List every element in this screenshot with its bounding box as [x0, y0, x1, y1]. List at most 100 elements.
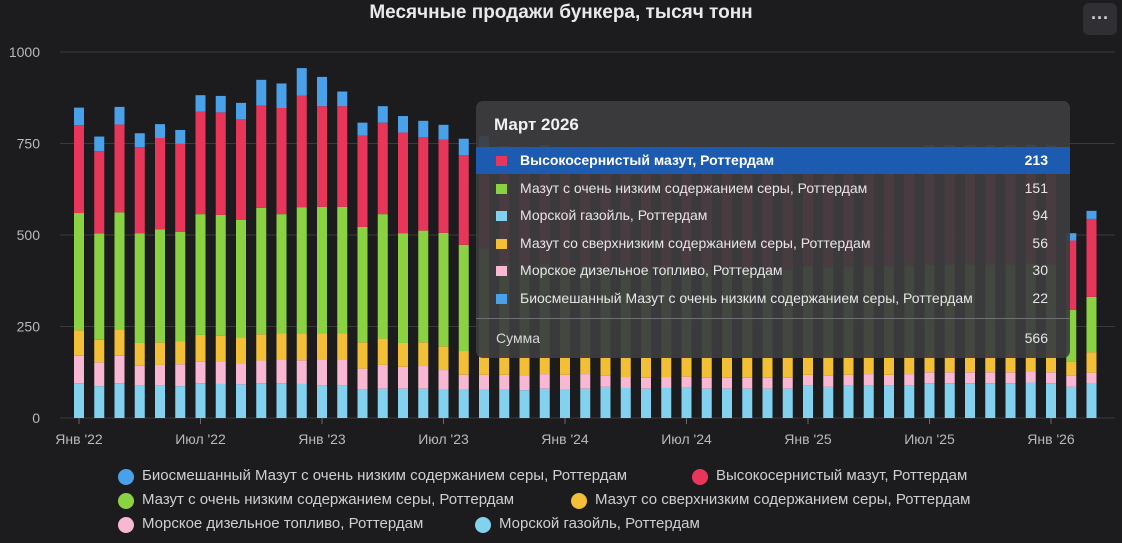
bar-segment-ulsfo[interactable] [236, 337, 246, 364]
bar-segment-gasoil[interactable] [965, 383, 975, 418]
bar-segment-diesel[interactable] [195, 361, 206, 384]
bar-segment-ulsfo[interactable] [600, 355, 611, 376]
bar-segment-gasoil[interactable] [195, 383, 206, 418]
bar-segment-ulsfo[interactable] [215, 335, 226, 363]
bar-segment-bio[interactable] [1086, 210, 1097, 219]
bar-segment-ulsfo[interactable] [641, 357, 651, 378]
bar-segment-ulsfo[interactable] [1086, 352, 1097, 373]
bar-segment-diesel[interactable] [276, 359, 287, 384]
bar-segment-diesel[interactable] [904, 374, 915, 386]
bar-segment-diesel[interactable] [722, 377, 732, 389]
bar-segment-gasoil[interactable] [236, 384, 246, 418]
bar-segment-bio[interactable] [175, 129, 186, 144]
bar-segment-gasoil[interactable] [438, 389, 449, 418]
bar-segment-ulsfo[interactable] [458, 351, 469, 375]
bar-segment-vlsfo[interactable] [195, 214, 206, 335]
bar-segment-bio[interactable] [438, 124, 449, 140]
bar-segment-high_sulfur[interactable] [418, 137, 429, 231]
bar-segment-high_sulfur[interactable] [1086, 218, 1097, 297]
bar-segment-diesel[interactable] [256, 360, 267, 384]
bar-segment-gasoil[interactable] [904, 385, 915, 418]
bar-segment-bio[interactable] [215, 95, 226, 113]
bar-segment-high_sulfur[interactable] [256, 105, 267, 208]
bar-segment-gasoil[interactable] [863, 385, 874, 418]
bar-segment-high_sulfur[interactable] [317, 106, 327, 207]
bar-segment-high_sulfur[interactable] [357, 135, 368, 227]
bar-segment-diesel[interactable] [600, 375, 611, 387]
bar-segment-high_sulfur[interactable] [215, 112, 226, 215]
bar-segment-gasoil[interactable] [155, 385, 165, 418]
bar-segment-bio[interactable] [94, 136, 105, 152]
bar-segment-bio[interactable] [114, 106, 125, 125]
bar-segment-vlsfo[interactable] [357, 226, 368, 343]
bar-segment-bio[interactable] [458, 138, 469, 156]
bar-segment-bio[interactable] [1066, 233, 1077, 241]
bar-segment-high_sulfur[interactable] [134, 147, 145, 234]
bar-segment-ulsfo[interactable] [823, 355, 834, 376]
bar-segment-gasoil[interactable] [600, 386, 611, 418]
bar-segment-gasoil[interactable] [620, 387, 631, 418]
bar-segment-gasoil[interactable] [661, 387, 672, 418]
bar-segment-diesel[interactable] [944, 372, 955, 384]
bar-segment-ulsfo[interactable] [499, 352, 510, 375]
bar-segment-diesel[interactable] [580, 374, 591, 389]
bar-segment-bio[interactable] [357, 122, 368, 136]
bar-segment-vlsfo[interactable] [74, 213, 84, 331]
bar-segment-diesel[interactable] [742, 377, 753, 389]
chart-menu-button[interactable]: ··· [1083, 3, 1117, 35]
bar-segment-high_sulfur[interactable] [337, 106, 348, 207]
bar-segment-high_sulfur[interactable] [175, 143, 186, 232]
bar-segment-gasoil[interactable] [276, 383, 287, 418]
bar-segment-gasoil[interactable] [94, 386, 105, 418]
bar-segment-gasoil[interactable] [296, 383, 307, 418]
bar-segment-ulsfo[interactable] [1066, 361, 1077, 376]
bar-segment-ulsfo[interactable] [904, 353, 915, 375]
bar-segment-diesel[interactable] [782, 377, 793, 389]
bar-segment-gasoil[interactable] [256, 383, 267, 418]
bar-segment-diesel[interactable] [215, 362, 226, 384]
bar-segment-bio[interactable] [256, 79, 267, 106]
bar-segment-diesel[interactable] [1025, 371, 1036, 383]
bar-segment-diesel[interactable] [377, 364, 388, 389]
bar-segment-high_sulfur[interactable] [296, 95, 307, 208]
bar-segment-vlsfo[interactable] [155, 229, 165, 343]
bar-segment-ulsfo[interactable] [276, 333, 287, 360]
bar-segment-ulsfo[interactable] [944, 352, 955, 373]
bar-segment-ulsfo[interactable] [337, 333, 348, 360]
bar-segment-high_sulfur[interactable] [114, 124, 125, 213]
bar-segment-high_sulfur[interactable] [94, 151, 105, 234]
bar-segment-high_sulfur[interactable] [74, 125, 84, 214]
bar-segment-ulsfo[interactable] [114, 329, 125, 356]
bar-segment-high_sulfur[interactable] [236, 119, 246, 220]
bar-segment-high_sulfur[interactable] [458, 155, 469, 245]
bar-segment-vlsfo[interactable] [296, 207, 307, 334]
bar-segment-high_sulfur[interactable] [398, 132, 408, 234]
bar-segment-gasoil[interactable] [539, 388, 550, 418]
bar-segment-diesel[interactable] [155, 364, 165, 386]
bar-segment-gasoil[interactable] [479, 389, 489, 418]
bar-segment-vlsfo[interactable] [236, 219, 246, 338]
bar-segment-diesel[interactable] [296, 360, 307, 384]
bar-segment-bio[interactable] [74, 107, 84, 126]
bar-segment-high_sulfur[interactable] [377, 122, 388, 215]
bar-segment-diesel[interactable] [1066, 375, 1077, 387]
bar-segment-ulsfo[interactable] [479, 349, 489, 375]
bar-segment-gasoil[interactable] [924, 383, 935, 418]
bar-segment-diesel[interactable] [236, 363, 246, 385]
bar-segment-ulsfo[interactable] [762, 357, 773, 378]
bar-segment-ulsfo[interactable] [438, 346, 449, 371]
bar-segment-ulsfo[interactable] [296, 333, 307, 361]
bar-segment-diesel[interactable] [1086, 372, 1097, 384]
bar-segment-ulsfo[interactable] [701, 357, 712, 378]
bar-segment-diesel[interactable] [94, 362, 105, 387]
bar-segment-diesel[interactable] [803, 374, 813, 386]
bar-segment-diesel[interactable] [985, 372, 996, 384]
bar-segment-vlsfo[interactable] [458, 244, 469, 352]
bar-segment-gasoil[interactable] [114, 383, 125, 418]
bar-segment-gasoil[interactable] [458, 389, 469, 418]
bar-segment-gasoil[interactable] [418, 388, 429, 418]
bar-segment-gasoil[interactable] [742, 388, 753, 418]
bar-segment-vlsfo[interactable] [215, 214, 226, 336]
bar-segment-diesel[interactable] [560, 374, 570, 390]
bar-segment-diesel[interactable] [134, 365, 145, 386]
